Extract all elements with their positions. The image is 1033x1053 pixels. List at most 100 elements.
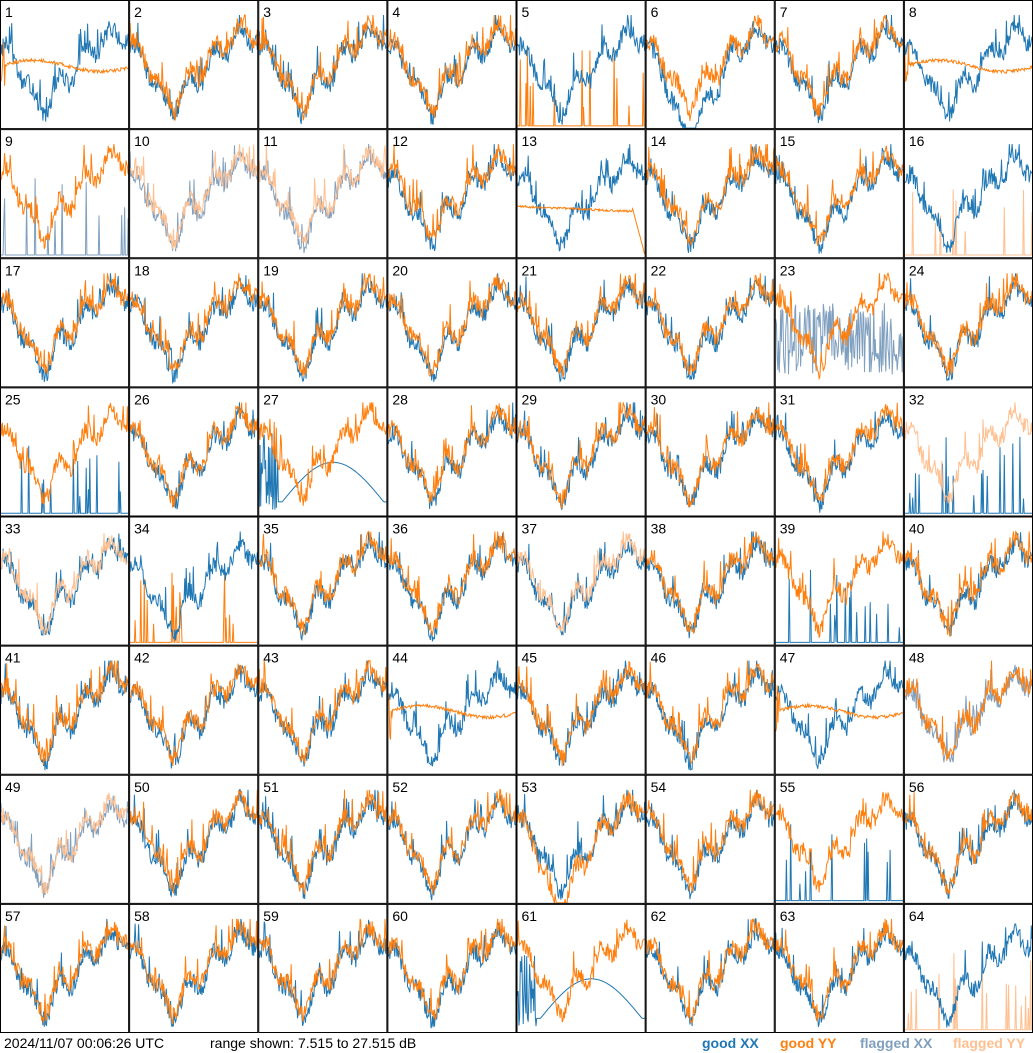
series-xx-good [775,410,904,513]
panel-label: 21 [522,262,538,278]
panel-border [774,129,904,259]
panel-17: 17 [0,258,130,388]
series-xx-good [258,919,387,1027]
series-yy-good [517,402,646,510]
series-xx-flagged [1,178,129,256]
panel-label: 28 [392,391,408,407]
series-yy-good [129,789,258,894]
series-yy-good [775,272,904,380]
series-yy-good [517,660,646,767]
panel-label: 1 [5,4,13,20]
series-yy-flagged [517,531,646,634]
series-yy-good [387,144,516,241]
panel-label: 61 [522,908,538,924]
panel-12: 12 [387,129,517,259]
series-yy-good [0,42,129,86]
panel-label: 2 [134,4,142,20]
panel-border [0,129,130,259]
panel-border [387,0,517,130]
series-xx-flagged [904,664,1033,763]
panel-border [774,516,904,646]
series-yy-good [258,789,387,895]
panel-label: 10 [134,133,150,149]
panel-label: 31 [780,391,796,407]
series-yy-flagged [129,144,258,250]
panel-label: 43 [263,650,279,666]
panel-border [645,129,775,259]
panel-label: 9 [5,133,13,149]
series-yy-good [0,921,129,1024]
panel-label: 38 [651,521,667,537]
panel-45: 45 [516,645,646,775]
panel-label: 5 [522,4,530,20]
series-yy-good [387,531,516,636]
series-xx-good [904,144,1033,253]
series-xx-good [904,923,1033,1028]
series-xx-good [904,532,1033,636]
series-xx-good [517,789,646,900]
panel-border [387,774,517,904]
panel-border [258,258,388,388]
panel-label: 40 [909,521,925,537]
legend-flagged-xx: flagged XX [860,1035,933,1051]
legend-good-xx: good XX [702,1035,759,1051]
panel-border [774,774,904,904]
panel-border [516,0,646,130]
panel-label: 53 [522,779,538,795]
series-yy-good [129,14,258,121]
panel-39: 39 [774,516,904,646]
panel-label: 42 [134,650,150,666]
panel-21: 21 [516,258,646,388]
panel-label: 19 [263,262,279,278]
series-yy-good [258,273,387,376]
panel-60: 60 [387,903,517,1033]
series-yy-good [646,402,775,507]
legend-good-yy: good YY [780,1035,837,1051]
series-xx-good [258,531,387,642]
panel-border [258,645,388,775]
panel-border [387,903,517,1033]
series-yy-flagged [904,189,1033,256]
panel-border [258,0,388,130]
panel-border [516,387,646,517]
panel-border [0,774,130,904]
series-yy-good [646,660,775,764]
series-xx-flagged [775,303,904,375]
series-yy-good [517,49,645,127]
panel-6: 6 [645,0,775,130]
panel-2: 2 [129,0,259,130]
series-yy-good [775,531,904,639]
panel-border [129,903,259,1033]
panel-label: 27 [263,391,279,407]
panel-label: 3 [263,4,271,20]
series-xx-good [517,14,646,125]
series-xx-flagged [258,144,387,254]
series-yy-good [646,273,775,376]
panel-48: 48 [903,645,1033,775]
panel-label: 17 [5,262,21,278]
panel-border [516,258,646,388]
panel-29: 29 [516,387,646,517]
panel-37: 37 [516,516,646,646]
panel-33: 33 [0,516,130,646]
panel-59: 59 [258,903,388,1033]
timestamp: 2024/11/07 00:06:26 UTC [4,1035,165,1051]
panel-35: 35 [258,516,388,646]
series-yy-flagged [904,953,1032,1031]
series-xx-good [129,918,258,1027]
series-yy-good [387,918,516,1021]
panel-border [774,387,904,517]
panel-border [129,258,259,388]
series-yy-good [775,402,904,502]
panel-label: 7 [780,4,788,20]
panel-label: 4 [392,4,400,20]
panel-1: 1 [0,0,130,130]
series-xx-good [646,144,775,253]
panel-border [516,645,646,775]
panel-64: 64 [903,903,1033,1033]
series-yy-flagged [0,792,129,895]
series-yy-good [646,531,775,634]
panel-border [645,903,775,1033]
panel-63: 63 [774,903,904,1033]
